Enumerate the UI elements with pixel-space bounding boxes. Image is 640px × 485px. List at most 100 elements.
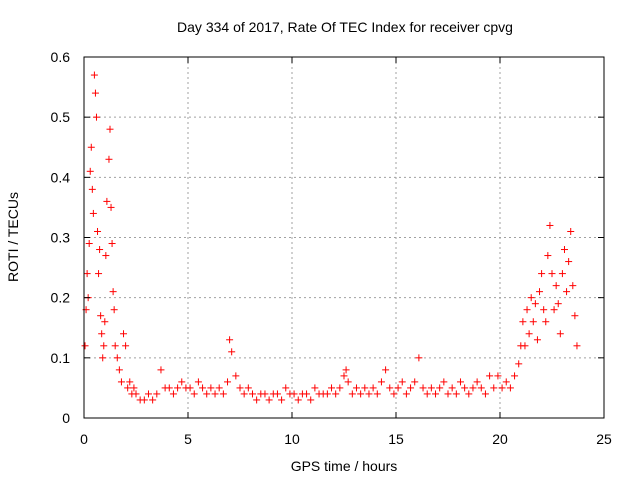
data-point [506,384,514,392]
data-point [244,384,252,392]
x-tick-labels: 0 5 10 15 20 25 [80,431,612,447]
data-point [536,288,544,296]
data-point [527,294,535,302]
data-point [122,342,130,350]
data-point [465,390,473,398]
data-point [96,246,104,254]
data-point [423,390,431,398]
data-point [361,384,369,392]
data-point [103,197,111,205]
data-point [365,390,373,398]
data-point [521,342,529,350]
data-point [92,113,100,121]
data-point [174,384,182,392]
data-point [307,396,315,404]
data-point [240,390,248,398]
data-point [98,330,106,338]
data-point [83,270,91,278]
data-point [105,155,113,163]
y-axis-label: ROTI / TECUs [5,192,21,282]
data-point [140,396,148,404]
data-point [178,378,186,386]
data-point [394,384,402,392]
data-point [529,318,537,326]
data-point [571,312,579,320]
data-point [473,378,481,386]
data-point [390,390,398,398]
data-point [144,390,152,398]
data-point [294,396,302,404]
data-point [531,300,539,308]
data-point [106,125,114,133]
data-point [540,306,548,314]
data-point [386,384,394,392]
data-point [546,221,554,229]
x-tick-label: 0 [80,431,88,447]
data-point [452,390,460,398]
data-point [186,384,194,392]
data-point [107,203,115,211]
data-point [554,300,562,308]
data-point [558,270,566,278]
data-point [90,71,98,79]
data-point [99,354,107,362]
data-point [81,342,89,350]
data-point [548,270,556,278]
data-point [248,390,256,398]
data-point [538,270,546,278]
data-point [89,209,97,217]
data-point [469,384,477,392]
y-tick-label: 0.1 [51,350,71,366]
data-points [81,71,581,404]
data-point [519,318,527,326]
data-point [340,372,348,380]
data-point [303,390,311,398]
data-point [282,384,290,392]
data-point [456,378,464,386]
data-point [563,288,571,296]
data-point [102,252,110,260]
data-point [194,378,202,386]
grid-lines [84,57,604,418]
data-point [109,288,117,296]
data-point [273,390,281,398]
data-point [203,390,211,398]
data-point [448,384,456,392]
data-point [232,372,240,380]
data-point [342,366,350,374]
data-point [97,312,105,320]
data-point [444,390,452,398]
data-point [440,378,448,386]
data-point [402,390,410,398]
data-point [567,227,575,235]
data-point [481,390,489,398]
data-point [523,306,531,314]
x-tick-label: 5 [184,431,192,447]
data-point [111,342,119,350]
y-tick-label: 0.3 [51,230,71,246]
data-point [550,306,558,314]
data-point [226,336,234,344]
data-point [494,372,502,380]
x-tick-label: 10 [284,431,300,447]
data-point [86,167,94,175]
axis-ticks [83,56,605,419]
data-point [265,396,273,404]
data-point [556,330,564,338]
data-point [502,378,510,386]
data-point [169,390,177,398]
data-point [382,366,390,374]
x-tick-label: 25 [596,431,612,447]
data-point [573,342,581,350]
data-point [415,354,423,362]
y-tick-label: 0.6 [51,49,71,65]
data-point [290,390,298,398]
data-point [332,390,340,398]
data-point [117,378,125,386]
data-point [432,390,440,398]
data-point [486,372,494,380]
data-point [533,336,541,344]
data-point [352,384,360,392]
